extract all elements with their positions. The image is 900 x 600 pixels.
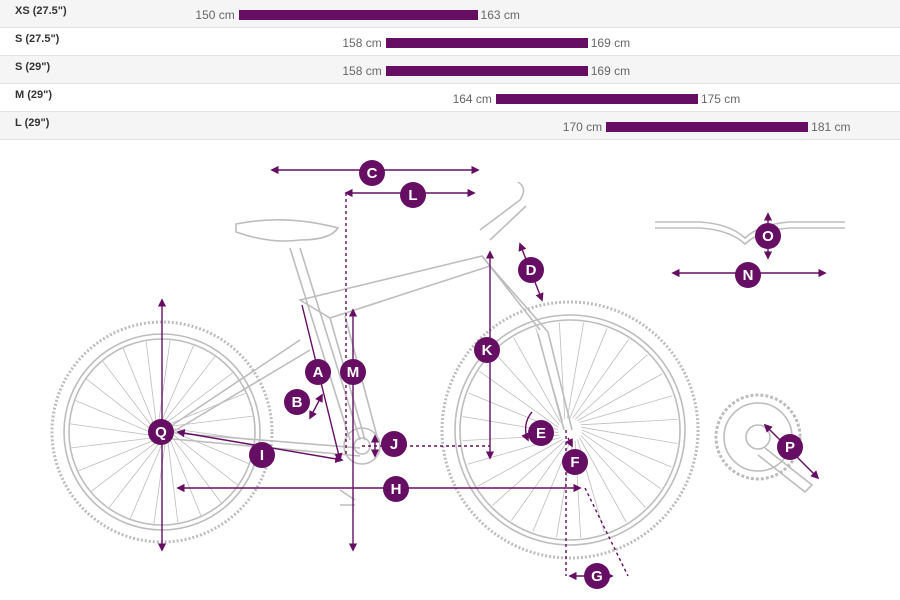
top-tube: [297, 255, 492, 319]
measurement-letter: N: [743, 267, 754, 284]
measurement-badge-m: M: [340, 359, 366, 385]
measurement-badge-h: H: [383, 476, 409, 502]
range-max-label: 181 cm: [811, 120, 851, 134]
measurement-letter: D: [526, 262, 537, 279]
range-max-label: 169 cm: [590, 64, 631, 78]
height-range-bar: [385, 38, 588, 48]
measurement-badge-g: G: [584, 563, 610, 589]
measurement-letter: M: [347, 364, 360, 381]
bike-geometry-diagram: AB C D E F G H I J K L M N O P Q: [50, 160, 845, 589]
size-row: L (29") 170 cm 181 cm: [0, 112, 900, 140]
range-min-label: 164 cm: [452, 92, 492, 106]
measurement-letter: G: [591, 568, 603, 585]
measurement-letter: H: [391, 481, 402, 498]
measurement-badge-i: I: [249, 442, 275, 468]
measurement-letter: A: [313, 364, 324, 381]
measurement-badge-k: K: [474, 337, 500, 363]
measurement-badge-a: A: [305, 359, 331, 385]
measurement-letter: E: [536, 425, 546, 442]
measurement-badge-o: O: [755, 223, 781, 249]
size-row: M (29") 164 cm 175 cm: [0, 84, 900, 112]
range-min-label: 158 cm: [342, 64, 382, 78]
saddle: [235, 219, 340, 242]
measurement-letter: C: [367, 165, 378, 182]
measurement-badge-f: F: [562, 449, 588, 475]
measurement-letter: Q: [155, 424, 167, 441]
bike-frame-outline: [50, 181, 845, 560]
measurement-badge-q: Q: [148, 419, 174, 445]
measurement-badge-e: E: [528, 420, 554, 446]
height-range-bar: [606, 122, 809, 132]
measurement-badge-b: B: [284, 389, 310, 415]
range-max-label: 163 cm: [480, 8, 520, 22]
range-max-label: 175 cm: [700, 92, 741, 106]
size-row: S (29") 158 cm 169 cm: [0, 56, 900, 84]
size-label: S (27.5"): [15, 33, 60, 45]
height-range-bar: [495, 94, 698, 104]
measurement-letter: I: [260, 447, 264, 464]
measurement-letter: J: [390, 436, 398, 453]
measurement-badge-d: D: [518, 257, 544, 283]
measurement-badge-c: C: [359, 160, 385, 186]
handlebar-top-view: [655, 221, 845, 246]
measurement-badge-n: N: [735, 262, 761, 288]
measurement-letter: P: [785, 439, 795, 456]
size-chart: XS (27.5") 150 cm 163 cm S (27.5") 158 cm 169…: [0, 0, 900, 140]
measurement-letter: L: [408, 187, 417, 204]
stem-handlebar: [479, 181, 527, 241]
size-row: XS (27.5") 150 cm 163 cm: [0, 0, 900, 28]
seat-stay: [161, 339, 311, 437]
size-label: L (29"): [15, 117, 50, 129]
measurement-letter: B: [292, 394, 303, 411]
range-max-label: 169 cm: [590, 36, 631, 50]
measurement-letter: K: [482, 342, 493, 359]
measurement-badge-l: L: [400, 182, 426, 208]
size-label: S (29"): [15, 61, 51, 73]
height-range-bar: [238, 10, 478, 20]
height-range-bar: [385, 66, 588, 76]
measurement-letter: F: [570, 454, 579, 471]
size-row: S (27.5") 158 cm 169 cm: [0, 28, 900, 56]
fork: [537, 331, 573, 431]
size-label: XS (27.5"): [15, 5, 67, 17]
size-label: M (29"): [15, 89, 52, 101]
measurement-letter: O: [762, 228, 774, 245]
range-min-label: 150 cm: [195, 8, 235, 22]
measurement-badge-p: P: [777, 434, 803, 460]
range-min-label: 170 cm: [562, 120, 603, 134]
measurement-badge-j: J: [381, 431, 407, 457]
range-min-label: 158 cm: [342, 36, 382, 50]
